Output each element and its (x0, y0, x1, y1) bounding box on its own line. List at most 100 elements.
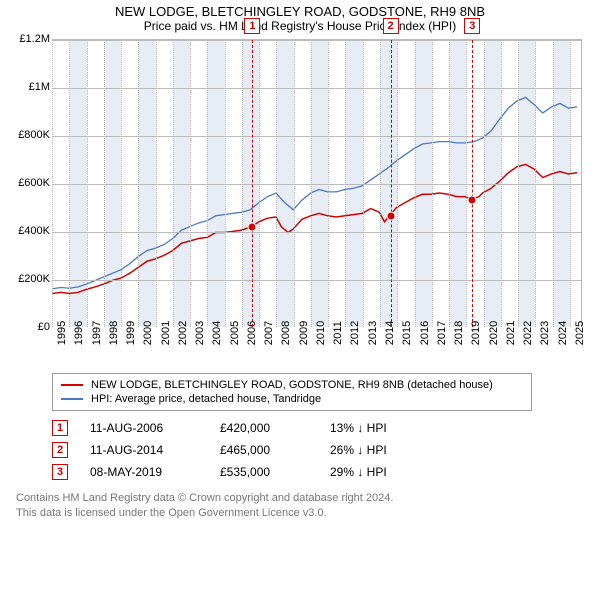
gridline-v (259, 40, 260, 327)
sale-marker-line (391, 40, 392, 327)
legend-swatch-hpi (61, 398, 83, 400)
sales-row: 3 08-MAY-2019£535,00029% ↓ HPI (52, 461, 592, 483)
y-axis-label: £0 (10, 321, 50, 333)
chart-area: 123 £0£200K£400K£600K£800K£1M£1.2M199519… (8, 37, 592, 367)
x-axis-label: 2020 (488, 321, 500, 345)
legend: NEW LODGE, BLETCHINGLEY ROAD, GODSTONE, … (52, 373, 532, 411)
sale-marker-line (472, 40, 473, 327)
gridline-v (190, 40, 191, 327)
legend-label: NEW LODGE, BLETCHINGLEY ROAD, GODSTONE, … (91, 379, 493, 391)
x-axis-label: 1995 (56, 321, 68, 345)
x-axis-label: 2016 (419, 321, 431, 345)
gridline-v (328, 40, 329, 327)
footer-line: Contains HM Land Registry data © Crown c… (16, 491, 592, 506)
gridline-v (52, 40, 53, 327)
legend-swatch-price-paid (61, 384, 83, 386)
series-line (52, 97, 577, 288)
x-axis-label: 2013 (367, 321, 379, 345)
legend-label: HPI: Average price, detached house, Tand… (91, 393, 321, 405)
chart-subtitle: Price paid vs. HM Land Registry's House … (8, 19, 592, 33)
gridline-v (397, 40, 398, 327)
gridline-v (484, 40, 485, 327)
x-axis-label: 2018 (453, 321, 465, 345)
chart-title: NEW LODGE, BLETCHINGLEY ROAD, GODSTONE, … (8, 4, 592, 19)
gridline-v (466, 40, 467, 327)
x-axis-label: 2025 (574, 321, 586, 345)
gridline-v (87, 40, 88, 327)
x-axis-label: 2024 (557, 321, 569, 345)
gridline-v (363, 40, 364, 327)
x-axis-label: 2022 (522, 321, 534, 345)
gridline-v (570, 40, 571, 327)
gridline-v (207, 40, 208, 327)
gridline-v (69, 40, 70, 327)
y-axis-label: £1M (10, 81, 50, 93)
sales-row-delta: 13% ↓ HPI (330, 421, 430, 435)
gridline-v (380, 40, 381, 327)
x-axis-label: 2010 (315, 321, 327, 345)
y-axis-label: £200K (10, 273, 50, 285)
x-axis-label: 2014 (384, 321, 396, 345)
x-axis-label: 2001 (160, 321, 172, 345)
gridline-v (225, 40, 226, 327)
x-axis-label: 2023 (539, 321, 551, 345)
x-axis-label: 2017 (436, 321, 448, 345)
x-axis-label: 2009 (298, 321, 310, 345)
sales-row-price: £535,000 (220, 465, 330, 479)
sale-dot (468, 195, 477, 204)
gridline-v (242, 40, 243, 327)
x-axis-label: 2012 (349, 321, 361, 345)
x-axis-label: 1999 (125, 321, 137, 345)
x-axis-label: 2006 (246, 321, 258, 345)
gridline-v (121, 40, 122, 327)
gridline-v (535, 40, 536, 327)
x-axis-label: 2021 (505, 321, 517, 345)
sales-row-delta: 26% ↓ HPI (330, 443, 430, 457)
y-axis-label: £600K (10, 177, 50, 189)
gridline-v (501, 40, 502, 327)
x-axis-label: 2000 (142, 321, 154, 345)
x-axis-label: 2019 (470, 321, 482, 345)
sale-dot (386, 212, 395, 221)
gridline-v (173, 40, 174, 327)
y-axis-label: £1.2M (10, 33, 50, 45)
attribution-footer: Contains HM Land Registry data © Crown c… (16, 491, 592, 521)
sale-marker-line (252, 40, 253, 327)
x-axis-label: 1998 (108, 321, 120, 345)
gridline-v (518, 40, 519, 327)
sales-table: 111-AUG-2006£420,00013% ↓ HPI211-AUG-201… (52, 417, 592, 483)
sales-row: 211-AUG-2014£465,00026% ↓ HPI (52, 439, 592, 461)
gridline-v (276, 40, 277, 327)
title-block: NEW LODGE, BLETCHINGLEY ROAD, GODSTONE, … (8, 4, 592, 33)
x-axis-label: 1996 (73, 321, 85, 345)
sale-badge: 1 (244, 18, 260, 34)
sale-dot (248, 223, 257, 232)
x-axis-label: 2008 (280, 321, 292, 345)
plot-area: 123 (52, 39, 582, 327)
sales-row-date: 08-MAY-2019 (90, 465, 220, 479)
gridline-v (138, 40, 139, 327)
x-axis-label: 2015 (401, 321, 413, 345)
chart-container: NEW LODGE, BLETCHINGLEY ROAD, GODSTONE, … (0, 0, 600, 529)
sales-row-date: 11-AUG-2006 (90, 421, 220, 435)
sale-badge: 3 (464, 18, 480, 34)
gridline-v (449, 40, 450, 327)
sales-row-badge: 3 (52, 464, 68, 480)
x-axis-label: 2004 (211, 321, 223, 345)
sales-row-badge: 1 (52, 420, 68, 436)
x-axis-label: 2005 (229, 321, 241, 345)
x-axis-label: 2002 (177, 321, 189, 345)
legend-item-price-paid: NEW LODGE, BLETCHINGLEY ROAD, GODSTONE, … (61, 378, 523, 392)
gridline-v (104, 40, 105, 327)
sales-row-date: 11-AUG-2014 (90, 443, 220, 457)
sales-row-delta: 29% ↓ HPI (330, 465, 430, 479)
gridline-v (294, 40, 295, 327)
sales-row-badge: 2 (52, 442, 68, 458)
gridline-v (345, 40, 346, 327)
gridline-v (415, 40, 416, 327)
sales-row: 111-AUG-2006£420,00013% ↓ HPI (52, 417, 592, 439)
x-axis-label: 1997 (91, 321, 103, 345)
gridline-v (156, 40, 157, 327)
legend-item-hpi: HPI: Average price, detached house, Tand… (61, 392, 523, 406)
y-axis-label: £400K (10, 225, 50, 237)
